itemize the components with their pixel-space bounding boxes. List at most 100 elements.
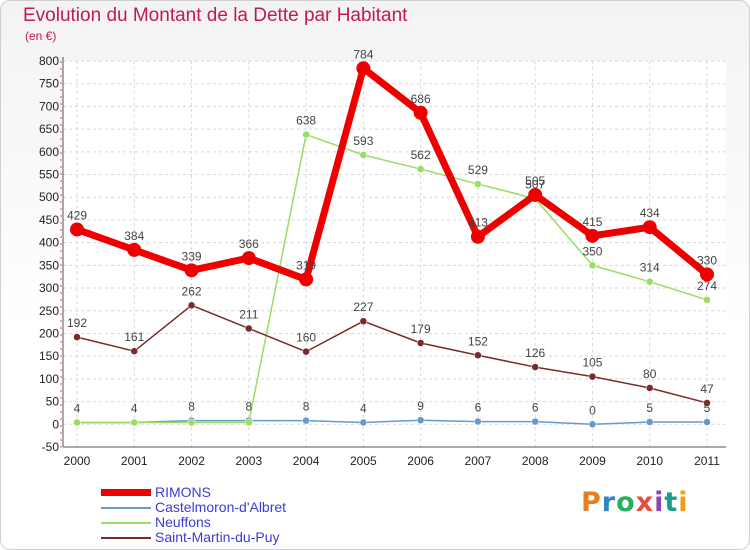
data-label: 638 [296, 114, 316, 128]
data-point [302, 347, 310, 356]
data-label: 274 [697, 279, 717, 293]
x-tick-label: 2002 [178, 454, 205, 468]
y-tick-label: 350 [39, 258, 59, 272]
series-line-3 [76, 304, 708, 404]
x-tick-label: 2000 [64, 454, 91, 468]
data-point [299, 272, 314, 287]
logo-letter: x [635, 487, 655, 518]
data-label: 593 [353, 134, 373, 148]
data-point [645, 418, 654, 426]
data-label: 339 [182, 249, 202, 263]
data-label: 8 [245, 400, 252, 414]
data-label: 562 [411, 148, 431, 162]
data-label: 80 [643, 367, 657, 381]
data-point [127, 242, 142, 257]
data-point [184, 263, 199, 278]
legend-label: RIMONS [155, 484, 211, 500]
legend-item: Saint-Martin-du-Puy [101, 530, 286, 545]
data-point [73, 333, 81, 341]
data-label: 784 [353, 47, 373, 61]
data-label: 529 [468, 163, 488, 177]
legend-swatch [101, 521, 151, 524]
logo-letter: P [581, 487, 602, 518]
data-point [703, 296, 711, 304]
data-label: 4 [360, 401, 367, 415]
data-point [474, 351, 482, 360]
legend-label: Saint-Martin-du-Puy [155, 529, 280, 545]
x-tick-label: 2009 [579, 454, 606, 468]
data-point [359, 418, 368, 427]
data-label: 8 [188, 400, 195, 414]
data-point [528, 187, 543, 202]
data-point [187, 301, 196, 310]
data-point [359, 317, 368, 325]
data-label: 434 [640, 206, 660, 220]
data-label: 350 [582, 244, 602, 258]
data-point [645, 277, 654, 286]
x-tick-label: 2003 [235, 454, 262, 468]
x-tick-label: 2006 [407, 454, 434, 468]
data-point [588, 420, 597, 429]
data-label: 686 [411, 92, 431, 106]
y-tick-label: 450 [39, 213, 59, 227]
data-label: 262 [182, 284, 202, 298]
data-label: 429 [67, 208, 87, 222]
plot-area [63, 61, 726, 447]
data-point [130, 347, 139, 355]
y-tick-label: 800 [39, 54, 59, 68]
data-label: 9 [417, 399, 424, 413]
legend-swatch [101, 489, 151, 496]
data-point [416, 339, 425, 347]
data-point [474, 417, 482, 426]
y-tick-label: -50 [42, 440, 60, 454]
data-label: 5 [704, 401, 711, 415]
data-point [588, 372, 597, 381]
data-point [187, 418, 196, 427]
y-tick-label: 750 [39, 77, 59, 91]
data-point [413, 105, 428, 120]
data-point [70, 222, 84, 237]
data-label: 227 [353, 300, 373, 314]
legend-item: Neuffons [101, 515, 286, 530]
data-point [73, 418, 81, 427]
data-label: 192 [67, 316, 87, 330]
x-tick-label: 2004 [293, 454, 320, 468]
x-tick-label: 2001 [121, 454, 148, 468]
data-label: 161 [124, 330, 144, 344]
data-label: 4 [74, 401, 81, 415]
series-line-2 [77, 133, 708, 424]
logo-letter: i [678, 487, 689, 518]
legend-swatch [101, 506, 151, 509]
y-tick-label: 100 [39, 372, 59, 386]
x-tick-label: 2011 [694, 454, 720, 468]
data-point [416, 165, 425, 173]
logo-letter: t [664, 487, 679, 518]
y-tick-label: 0 [52, 417, 59, 431]
chart-title: Evolution du Montant de la Dette par Hab… [23, 5, 408, 26]
data-label: 160 [296, 331, 316, 345]
data-label: 366 [239, 237, 259, 251]
x-tick-label: 2008 [522, 454, 549, 468]
data-point [356, 61, 371, 76]
series-line-0 [75, 64, 710, 283]
legend: RIMONS Castelmoron-d'Albret Neuffons Saint-… [101, 485, 286, 545]
legend-item: RIMONS [101, 485, 286, 500]
legend-swatch [101, 536, 151, 539]
data-point [531, 363, 539, 371]
data-point [470, 229, 485, 244]
data-point [474, 180, 482, 188]
data-label: 211 [239, 307, 258, 321]
logo-letter: o [616, 487, 636, 518]
y-tick-label: 250 [39, 304, 59, 318]
y-tick-label: 500 [39, 190, 59, 204]
chart-subtitle: (en €) [25, 29, 57, 43]
data-point [703, 418, 711, 426]
data-point [130, 418, 139, 427]
data-point [302, 130, 310, 139]
data-label: 415 [582, 215, 602, 229]
data-point [241, 251, 256, 266]
data-label: 179 [411, 322, 431, 336]
y-tick-label: 150 [39, 349, 59, 363]
